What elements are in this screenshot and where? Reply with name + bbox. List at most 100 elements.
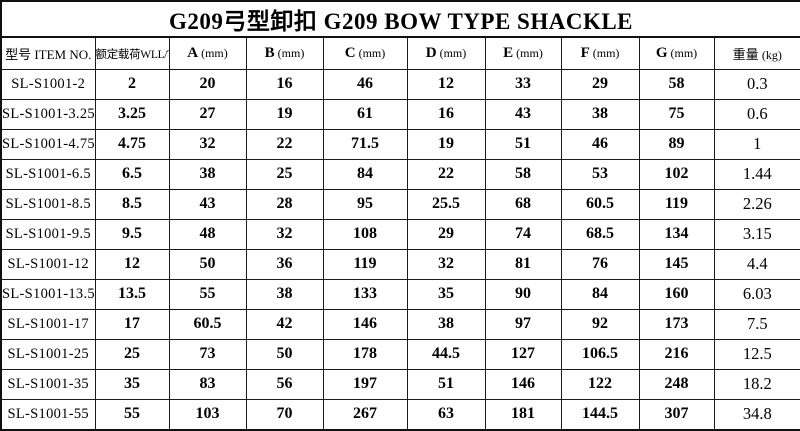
dimension-cell: 35 — [94, 368, 170, 400]
dimension-cell: 38 — [406, 308, 486, 340]
dimension-cell: 103 — [168, 398, 247, 431]
table-row: SL-S1001-8.5 8.5 43 28 95 25.5 68 60.5 119 2.26 — [0, 188, 800, 220]
dimension-cell: 38 — [245, 278, 324, 310]
dimension-cell: 33 — [484, 69, 562, 100]
col-header-d: D (mm) — [406, 36, 486, 70]
weight-cell: 2.26 — [713, 188, 800, 220]
dimension-cell: 216 — [638, 338, 715, 370]
col-header-g-unit: (mm) — [670, 46, 698, 60]
dimension-cell: 119 — [322, 248, 408, 280]
col-header-weight-label: 重量 — [732, 47, 759, 62]
dimension-cell: 9.5 — [94, 218, 170, 250]
table-row: SL-S1001-12 12 50 36 119 32 81 76 145 4.4 — [0, 248, 800, 280]
col-header-c: C (mm) — [322, 36, 408, 70]
item-no-cell: SL-S1001-12 — [0, 248, 96, 280]
dimension-cell: 144.5 — [560, 398, 640, 431]
dimension-cell: 43 — [484, 98, 562, 130]
dimension-cell: 173 — [638, 308, 715, 340]
dimension-cell: 25.5 — [406, 188, 486, 220]
dimension-cell: 55 — [94, 398, 170, 431]
weight-cell: 6.03 — [713, 278, 800, 310]
dimension-cell: 58 — [484, 158, 562, 190]
dimension-cell: 178 — [322, 338, 408, 370]
table-row: SL-S1001-6.5 6.5 38 25 84 22 58 53 102 1.44 — [0, 158, 800, 190]
dimension-cell: 32 — [245, 218, 324, 250]
item-no-cell: SL-S1001-9.5 — [0, 218, 96, 250]
col-header-b-letter: B — [264, 45, 275, 61]
table-row: SL-S1001-9.5 9.5 48 32 108 29 74 68.5 134 3.15 — [0, 218, 800, 250]
dimension-cell: 29 — [560, 69, 640, 100]
dimension-cell: 50 — [245, 338, 324, 370]
dimension-cell: 32 — [406, 248, 486, 280]
table-row: SL-S1001-4.75 4.75 32 22 71.5 19 51 46 89 1 — [0, 128, 800, 160]
dimension-cell: 51 — [406, 368, 486, 400]
col-header-b-unit: (mm) — [277, 46, 305, 60]
dimension-cell: 50 — [168, 248, 247, 280]
item-no-cell: SL-S1001-55 — [0, 398, 96, 431]
dimension-cell: 19 — [406, 128, 486, 160]
dimension-cell: 46 — [560, 128, 640, 160]
item-no-cell: SL-S1001-17 — [0, 308, 96, 340]
item-no-cell: SL-S1001-2 — [0, 69, 96, 100]
dimension-cell: 19 — [245, 98, 324, 130]
dimension-cell: 25 — [245, 158, 324, 190]
dimension-cell: 146 — [322, 308, 408, 340]
dimension-cell: 74 — [484, 218, 562, 250]
dimension-cell: 122 — [560, 368, 640, 400]
weight-cell: 0.6 — [713, 98, 800, 130]
dimension-cell: 17 — [94, 308, 170, 340]
col-header-item-no: 型号 ITEM NO. — [0, 36, 96, 70]
dimension-cell: 71.5 — [322, 128, 408, 160]
dimension-cell: 146 — [484, 368, 562, 400]
dimension-cell: 84 — [560, 278, 640, 310]
col-header-g: G (mm) — [638, 36, 715, 70]
dimension-cell: 43 — [168, 188, 247, 220]
table-row: SL-S1001-35 35 83 56 197 51 146 122 248 18.2 — [0, 368, 800, 400]
dimension-cell: 197 — [322, 368, 408, 400]
weight-cell: 34.8 — [713, 398, 800, 431]
table-row: SL-S1001-13.5 13.5 55 38 133 35 90 84 160 6.03 — [0, 278, 800, 310]
dimension-cell: 16 — [406, 98, 486, 130]
dimension-cell: 13.5 — [94, 278, 170, 310]
weight-cell: 12.5 — [713, 338, 800, 370]
table-row: SL-S1001-25 25 73 50 178 44.5 127 106.5 216 12.5 — [0, 338, 800, 370]
dimension-cell: 60.5 — [168, 308, 247, 340]
dimension-cell: 27 — [168, 98, 247, 130]
dimension-cell: 46 — [322, 69, 408, 100]
dimension-cell: 16 — [245, 69, 324, 100]
dimension-cell: 61 — [322, 98, 408, 130]
weight-cell: 7.5 — [713, 308, 800, 340]
dimension-cell: 28 — [245, 188, 324, 220]
header-row: 型号 ITEM NO. 额定载荷WLL/T A (mm) B (mm) C (m… — [0, 36, 800, 70]
dimension-cell: 48 — [168, 218, 247, 250]
dimension-cell: 68 — [484, 188, 562, 220]
col-header-e-unit: (mm) — [516, 46, 543, 60]
dimension-cell: 248 — [638, 368, 715, 400]
dimension-cell: 70 — [245, 398, 324, 431]
col-header-a-letter: A — [187, 45, 199, 61]
col-header-a-unit: (mm) — [201, 46, 228, 60]
item-no-cell: SL-S1001-25 — [0, 338, 96, 370]
dimension-cell: 108 — [322, 218, 408, 250]
dimension-cell: 12 — [406, 69, 486, 100]
weight-cell: 3.15 — [713, 218, 800, 250]
dimension-cell: 2 — [94, 69, 170, 100]
weight-cell: 0.3 — [713, 69, 800, 100]
dimension-cell: 84 — [322, 158, 408, 190]
dimension-cell: 56 — [245, 368, 324, 400]
dimension-cell: 38 — [168, 158, 247, 190]
dimension-cell: 134 — [638, 218, 715, 250]
col-header-f-letter: F — [580, 45, 590, 61]
dimension-cell: 35 — [406, 278, 486, 310]
col-header-a: A (mm) — [168, 36, 247, 70]
col-header-weight-unit: (kg) — [761, 48, 782, 62]
dimension-cell: 119 — [638, 188, 715, 220]
weight-cell: 1 — [713, 128, 800, 160]
dimension-cell: 60.5 — [560, 188, 640, 220]
dimension-cell: 267 — [322, 398, 408, 431]
dimension-cell: 44.5 — [406, 338, 486, 370]
dimension-cell: 127 — [484, 338, 562, 370]
dimension-cell: 133 — [322, 278, 408, 310]
dimension-cell: 90 — [484, 278, 562, 310]
